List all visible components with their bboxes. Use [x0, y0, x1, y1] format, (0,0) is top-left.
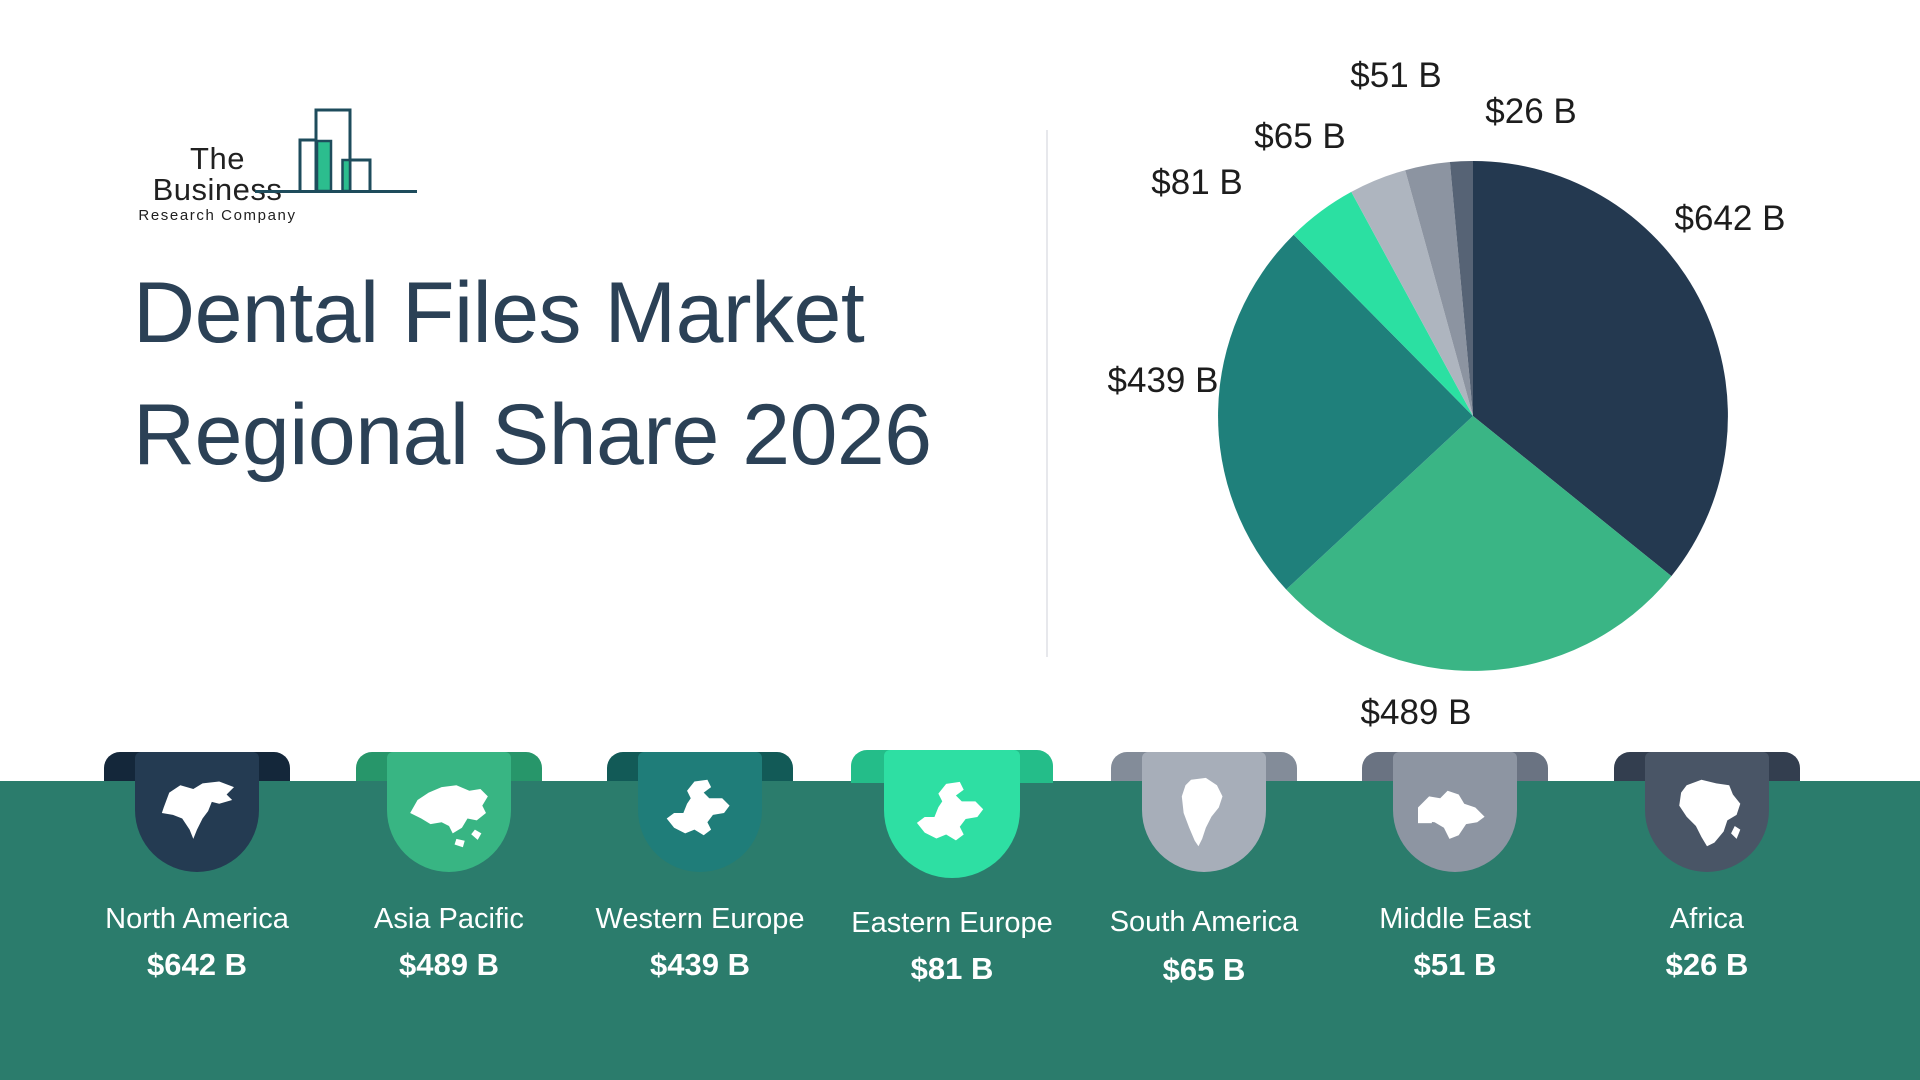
region-name-western-europe: Western Europe	[595, 903, 805, 935]
badge-asia-pacific	[356, 752, 542, 872]
pie-chart	[1218, 161, 1728, 671]
region-value-eastern-europe: $81 B	[910, 951, 994, 986]
region-value-asia-pacific: $489 B	[399, 947, 499, 982]
badge-africa	[1614, 752, 1800, 872]
region-value-north-america: $642 B	[147, 947, 247, 982]
pie-label-south-america: $65 B	[1254, 117, 1346, 156]
pie-label-eastern-europe: $81 B	[1151, 163, 1243, 202]
pie-slice-south-america	[1351, 170, 1473, 416]
region-name-middle-east: Middle East	[1379, 903, 1531, 935]
asia-pacific-map-icon	[410, 785, 488, 848]
africa-map-icon	[1679, 779, 1741, 847]
south-america-map-icon	[1181, 777, 1223, 847]
pie-slice-eastern-europe	[1293, 191, 1473, 416]
pie-label-africa: $26 B	[1485, 92, 1577, 131]
logo-bars-icon	[255, 108, 417, 193]
pie-label-middle-east: $51 B	[1350, 56, 1442, 95]
badge-north-america	[104, 752, 290, 872]
region-value-africa: $26 B	[1665, 947, 1749, 982]
western-europe-map-icon	[666, 779, 730, 836]
badge-western-europe	[607, 752, 793, 872]
region-value-western-europe: $439 B	[650, 947, 750, 982]
brand-name: The Business	[152, 141, 283, 207]
pie-slice-middle-east	[1405, 162, 1473, 416]
vertical-divider	[1046, 130, 1048, 657]
region-value-south-america: $65 B	[1162, 952, 1246, 987]
pie-label-north-america: $642 B	[1674, 199, 1786, 238]
region-name-asia-pacific: Asia Pacific	[374, 903, 524, 935]
pie-slice-asia-pacific	[1286, 416, 1672, 671]
pie-slice-western-europe	[1218, 234, 1473, 590]
pie-label-western-europe: $439 B	[1107, 361, 1219, 400]
brand-logo-text: The Business Research Company	[130, 143, 305, 224]
region-value-middle-east: $51 B	[1413, 947, 1497, 982]
region-name-north-america: North America	[105, 903, 289, 935]
north-america-map-icon	[161, 781, 234, 839]
pie-label-asia-pacific: $489 B	[1360, 693, 1472, 732]
region-name-eastern-europe: Eastern Europe	[851, 907, 1053, 939]
badge-south-america	[1111, 752, 1297, 872]
region-name-africa: Africa	[1669, 903, 1745, 935]
badge-middle-east	[1362, 752, 1548, 872]
title-line-2: Regional Share 2026	[133, 387, 932, 483]
middle-east-map-icon	[1418, 790, 1485, 839]
eastern-europe-map-icon	[916, 781, 984, 841]
region-name-south-america: South America	[1109, 906, 1299, 938]
brand-subtitle: Research Company	[138, 207, 297, 224]
badge-eastern-europe	[851, 750, 1053, 878]
title-line-1: Dental Files Market	[133, 265, 865, 361]
page-title: Dental Files Market Regional Share 2026	[133, 252, 932, 496]
pie-slice-north-america	[1473, 161, 1728, 577]
pie-slice-africa	[1449, 161, 1473, 416]
